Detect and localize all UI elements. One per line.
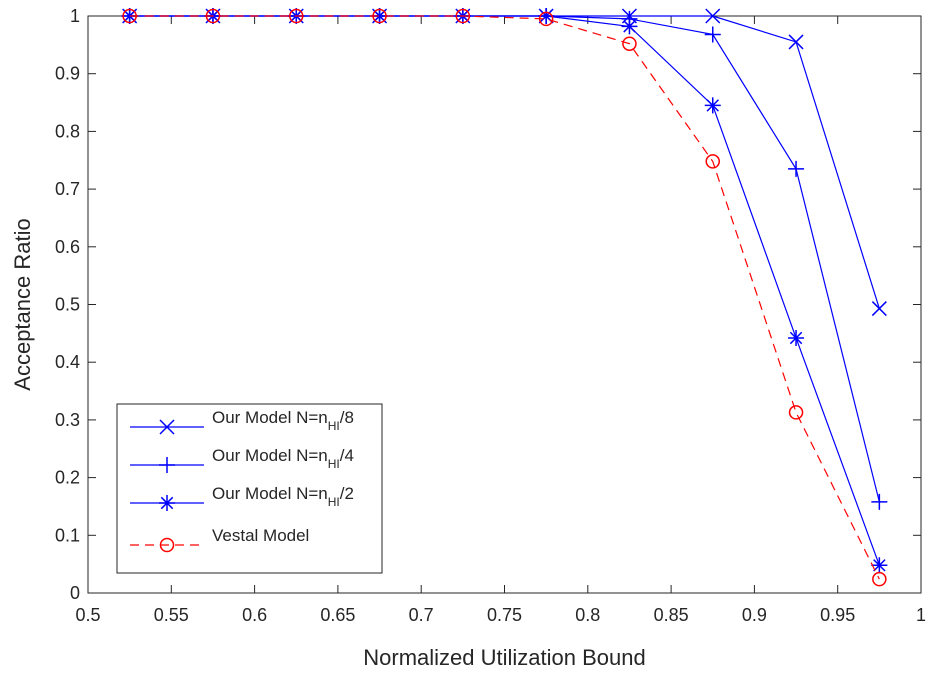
data-point-marker [871,301,887,317]
data-point-marker [621,18,638,35]
x-tick-label: 0.75 [487,605,522,625]
x-tick-label: 0.5 [75,605,100,625]
data-point-marker [788,160,805,177]
data-point-marker [871,493,888,510]
legend-marker [159,495,175,511]
x-tick-label: 0.6 [242,605,267,625]
y-tick-label: 0.6 [55,237,80,257]
data-point-marker [705,8,721,24]
y-axis-title: Acceptance Ratio [10,218,35,390]
y-tick-label: 0.7 [55,179,80,199]
x-tick-label: 0.85 [654,605,689,625]
legend-marker [159,537,175,553]
axis-ticks: 0.5 0.55 0.6 0.65 0.7 0.75 0.8 0.85 0.9 0.95 1 0 0.1… [55,6,926,625]
series-line [129,15,880,580]
data-point-marker [289,8,304,24]
legend-label: Our Model N=nHI/8 [212,408,354,433]
data-point-marker [788,329,805,346]
data-point-marker [704,97,721,114]
x-tick-label: 0.65 [320,605,355,625]
data-point-marker [372,8,387,24]
x-tick-label: 0.7 [409,605,434,625]
x-tick-label: 0.95 [820,605,855,625]
legend-label: Our Model N=nHI/2 [212,484,354,509]
series-layer [121,8,888,587]
y-tick-label: 0.5 [55,295,80,315]
data-point-marker [704,26,721,43]
x-axis-title: Normalized Utilization Bound [363,645,645,670]
y-tick-label: 0.4 [55,352,80,372]
legend-marker [159,457,175,473]
y-tick-label: 1 [70,6,80,26]
x-tick-label: 0.55 [154,605,189,625]
data-point-marker [622,36,637,51]
data-point-marker [371,8,388,24]
data-point-marker [122,8,137,24]
y-tick-label: 0.3 [55,410,80,430]
y-tick-label: 0.1 [55,525,80,545]
data-point-marker [788,34,804,50]
data-point-marker [705,154,720,169]
y-tick-label: 0.8 [55,121,80,141]
legend-marker [159,419,175,435]
data-point-marker [872,571,887,587]
legend-label: Our Model N=nHI/4 [212,446,354,471]
y-tick-label: 0 [70,583,80,603]
data-point-marker [455,8,471,24]
data-point-marker [538,11,554,27]
x-tick-label: 0.9 [742,605,767,625]
y-tick-label: 0.2 [55,468,80,488]
data-point-marker [871,557,888,574]
data-point-marker [205,8,221,24]
series-4 [122,8,887,587]
data-point-marker [538,8,555,24]
x-tick-label: 0.8 [575,605,600,625]
data-point-marker [788,405,804,420]
x-tick-label: 1 [916,605,926,625]
legend-label: Vestal Model [212,526,309,545]
legend: Our Model N=nHI/8 Our Model N=nHI/4 Our Mo… [116,403,383,574]
y-tick-label: 0.9 [55,64,80,84]
